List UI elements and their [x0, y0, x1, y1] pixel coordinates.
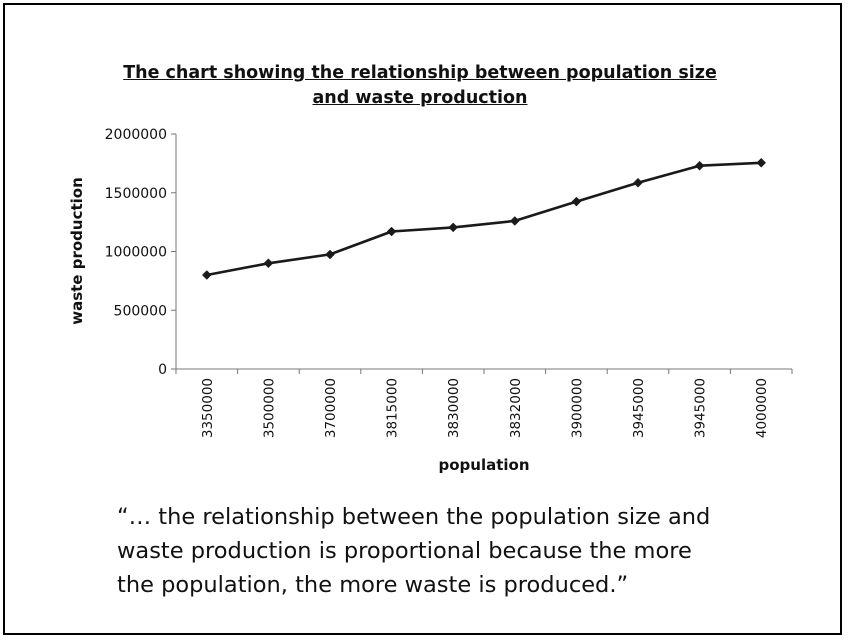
x-tick-label: 3945000 — [693, 378, 709, 438]
series-line — [206, 161, 762, 277]
x-tick-label: 3832000 — [508, 378, 524, 438]
data-point-marker — [386, 226, 397, 237]
data-point-marker — [756, 157, 767, 168]
slide-frame — [3, 3, 842, 635]
x-tick-label: 3830000 — [446, 378, 462, 438]
data-point-marker — [571, 196, 582, 207]
chart-title: The chart showing the relationship betwe… — [85, 61, 755, 111]
x-axis: 3350000 3500000 3700000 3815000 3830000 38320… — [175, 368, 793, 438]
y-axis-label: waste production — [68, 177, 86, 325]
quote-line-2: waste production is proportional because… — [117, 538, 692, 564]
x-axis-label: population — [438, 456, 529, 474]
data-point-marker — [325, 249, 335, 260]
series-waste-production — [201, 157, 767, 280]
data-point-marker — [509, 216, 520, 226]
x-tick-label: 3900000 — [569, 378, 585, 438]
x-tick-label: 3350000 — [200, 378, 216, 438]
x-tick-label: 4000000 — [754, 378, 770, 438]
chart-title-line-1: The chart showing the relationship betwe… — [123, 63, 717, 83]
quote-text: “… the relationship between the populati… — [117, 500, 797, 602]
data-point-marker — [201, 270, 212, 280]
y-tick-label: 2000000 — [105, 127, 167, 143]
data-point-marker — [694, 160, 705, 171]
data-point-marker — [448, 222, 459, 233]
data-point-marker — [633, 177, 643, 188]
x-tick-label: 3500000 — [261, 378, 277, 438]
x-tick-label: 3815000 — [385, 378, 401, 438]
chart-title-line-2: and waste production — [312, 88, 528, 108]
y-tick-label: 1000000 — [105, 245, 167, 261]
x-tick-label: 3700000 — [323, 378, 339, 438]
y-tick-label: 1500000 — [105, 186, 167, 202]
quote-line-3: the population, the more waste is produc… — [117, 572, 629, 598]
y-axis: 0 500000 1000000 1500000 2000000 — [105, 127, 177, 378]
data-point-marker — [263, 258, 274, 269]
quote-line-1: “… the relationship between the populati… — [117, 504, 711, 530]
x-tick-label: 3945000 — [631, 378, 647, 438]
y-tick-label: 500000 — [114, 303, 167, 319]
y-tick-label: 0 — [158, 362, 167, 378]
